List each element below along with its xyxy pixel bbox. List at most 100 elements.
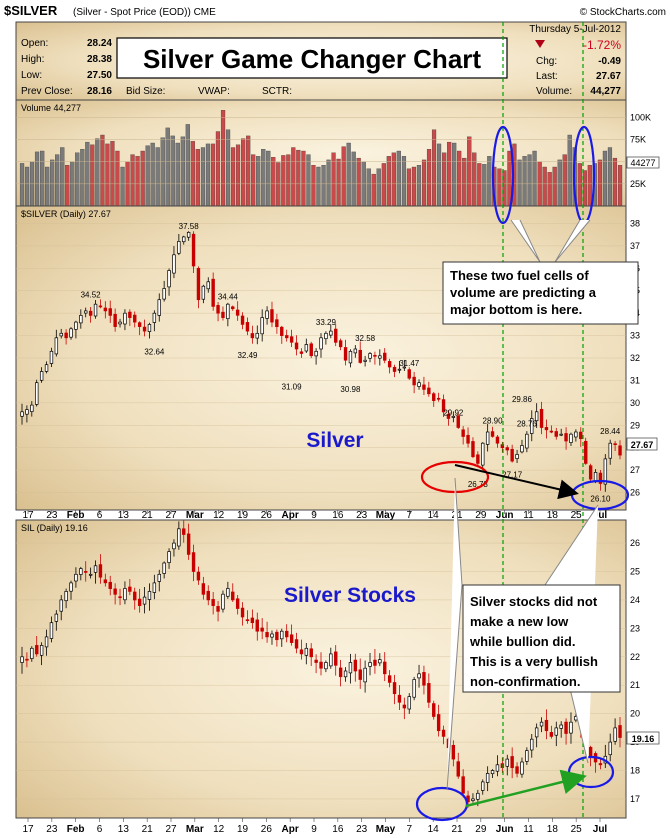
price-candle bbox=[368, 353, 372, 359]
price-candle bbox=[275, 319, 279, 328]
x-axis-lower: 17 23 Feb 6 13 21 27 Mar 12 19 26 Apr 9 16 23 May 7 14 21 2… bbox=[22, 818, 607, 835]
stocks-candle bbox=[485, 773, 490, 783]
stocks-candle bbox=[319, 661, 323, 669]
price-candle bbox=[93, 303, 98, 317]
stocks-candle bbox=[69, 582, 73, 592]
stocks-candle bbox=[216, 606, 220, 612]
volume-bar bbox=[316, 166, 321, 207]
price-candle bbox=[186, 232, 191, 238]
stocks-candle bbox=[231, 591, 235, 601]
price-candle bbox=[152, 312, 157, 323]
volume-bar bbox=[281, 155, 286, 207]
price-candle bbox=[304, 344, 309, 352]
volume-bar bbox=[180, 136, 185, 207]
pct-change: -1.72% bbox=[583, 38, 621, 52]
quote-right: Thursday 5-Jul-2012 -1.72% Chg: -0.49 La… bbox=[529, 24, 621, 97]
volume-bar bbox=[321, 165, 326, 207]
price-candle bbox=[520, 445, 524, 453]
price-candle bbox=[358, 349, 362, 363]
stocks-candle bbox=[250, 617, 255, 624]
chg-label: Chg: bbox=[536, 56, 557, 67]
low-label: Low: bbox=[21, 70, 42, 81]
price-candle bbox=[466, 434, 470, 444]
price-candle bbox=[216, 305, 220, 314]
stocks-candle bbox=[49, 622, 54, 639]
stocks-candle bbox=[79, 568, 83, 575]
x-tick-label: Jul bbox=[593, 510, 608, 521]
price-candle bbox=[235, 309, 240, 316]
silver-stocks-watermark: Silver Stocks bbox=[284, 584, 416, 607]
volume-bar bbox=[95, 138, 100, 207]
stocks-candle bbox=[353, 659, 358, 672]
price-candle bbox=[588, 465, 593, 480]
volume-bar bbox=[286, 154, 291, 207]
volume-bar bbox=[487, 156, 492, 207]
stocks-candle bbox=[598, 763, 603, 766]
stocks-tick-label: 24 bbox=[630, 595, 640, 605]
stocks-candle bbox=[314, 659, 318, 663]
volume-bar bbox=[160, 137, 165, 207]
price-candle bbox=[490, 431, 495, 437]
x-tick-label: Jul bbox=[593, 824, 608, 835]
price-highlight-label: 32.49 bbox=[237, 351, 258, 360]
stocks-candle bbox=[500, 763, 505, 768]
volume-bar bbox=[366, 168, 371, 207]
volume-bar bbox=[241, 138, 246, 207]
stocks-candle bbox=[412, 679, 416, 698]
quote-left: Open: 28.24 High: 28.38 Low: 27.50 Prev … bbox=[21, 38, 292, 97]
x-tick-label: 25 bbox=[571, 510, 583, 521]
price-candle bbox=[265, 310, 269, 319]
price-candle bbox=[564, 433, 568, 442]
price-candle bbox=[240, 315, 245, 325]
volume-bar bbox=[100, 134, 105, 207]
low-value: 27.50 bbox=[87, 70, 112, 81]
x-tick-label: 23 bbox=[46, 824, 58, 835]
stocks-last-value: 19.16 bbox=[632, 734, 655, 744]
volume-bar bbox=[130, 154, 135, 207]
price-candle bbox=[530, 418, 534, 434]
volume-bar bbox=[567, 134, 572, 207]
higher-low-arrow bbox=[465, 769, 587, 808]
stocks-candle bbox=[245, 619, 250, 622]
price-candle bbox=[603, 458, 608, 485]
volume-bar bbox=[296, 149, 301, 207]
price-candle bbox=[103, 307, 108, 312]
price-candle bbox=[334, 328, 338, 343]
volume-bar bbox=[256, 156, 261, 207]
volume-bar bbox=[50, 159, 55, 207]
stocks-candle bbox=[304, 647, 309, 656]
volume-bar bbox=[532, 150, 537, 207]
price-highlight-label: 32.58 bbox=[355, 334, 376, 343]
stocks-tick-label: 26 bbox=[630, 538, 640, 548]
price-candle bbox=[417, 382, 421, 387]
volume-bar bbox=[597, 159, 603, 207]
price-highlight-label: 33.29 bbox=[316, 318, 337, 327]
volume-bar bbox=[376, 168, 381, 207]
x-tick-label: 23 bbox=[356, 824, 368, 835]
stocks-candle bbox=[358, 669, 362, 680]
volume-bar bbox=[19, 163, 25, 207]
stocks-candle bbox=[402, 704, 407, 709]
stocks-candle bbox=[530, 738, 534, 751]
stocks-candle bbox=[387, 675, 392, 683]
price-candle bbox=[387, 361, 392, 368]
stocks-candle bbox=[451, 744, 456, 760]
prev-label: Prev Close: bbox=[21, 86, 73, 97]
high-value: 28.38 bbox=[87, 54, 112, 65]
x-tick-label: 23 bbox=[356, 510, 368, 521]
volume-bar bbox=[371, 173, 376, 207]
stocks-candle bbox=[544, 719, 549, 732]
volume-bar bbox=[617, 165, 623, 207]
volume-bar bbox=[55, 154, 60, 207]
price-candle bbox=[226, 303, 230, 320]
price-candle bbox=[142, 326, 147, 332]
price-candle bbox=[476, 454, 480, 464]
price-candle bbox=[255, 332, 259, 339]
price-candle bbox=[539, 408, 544, 428]
volume-bar bbox=[457, 150, 462, 207]
stocks-candle bbox=[98, 564, 103, 578]
volume-bar bbox=[110, 141, 115, 207]
price-last-value: 27.67 bbox=[631, 440, 654, 450]
volume-bar bbox=[155, 147, 160, 207]
volume-bar bbox=[34, 151, 40, 207]
